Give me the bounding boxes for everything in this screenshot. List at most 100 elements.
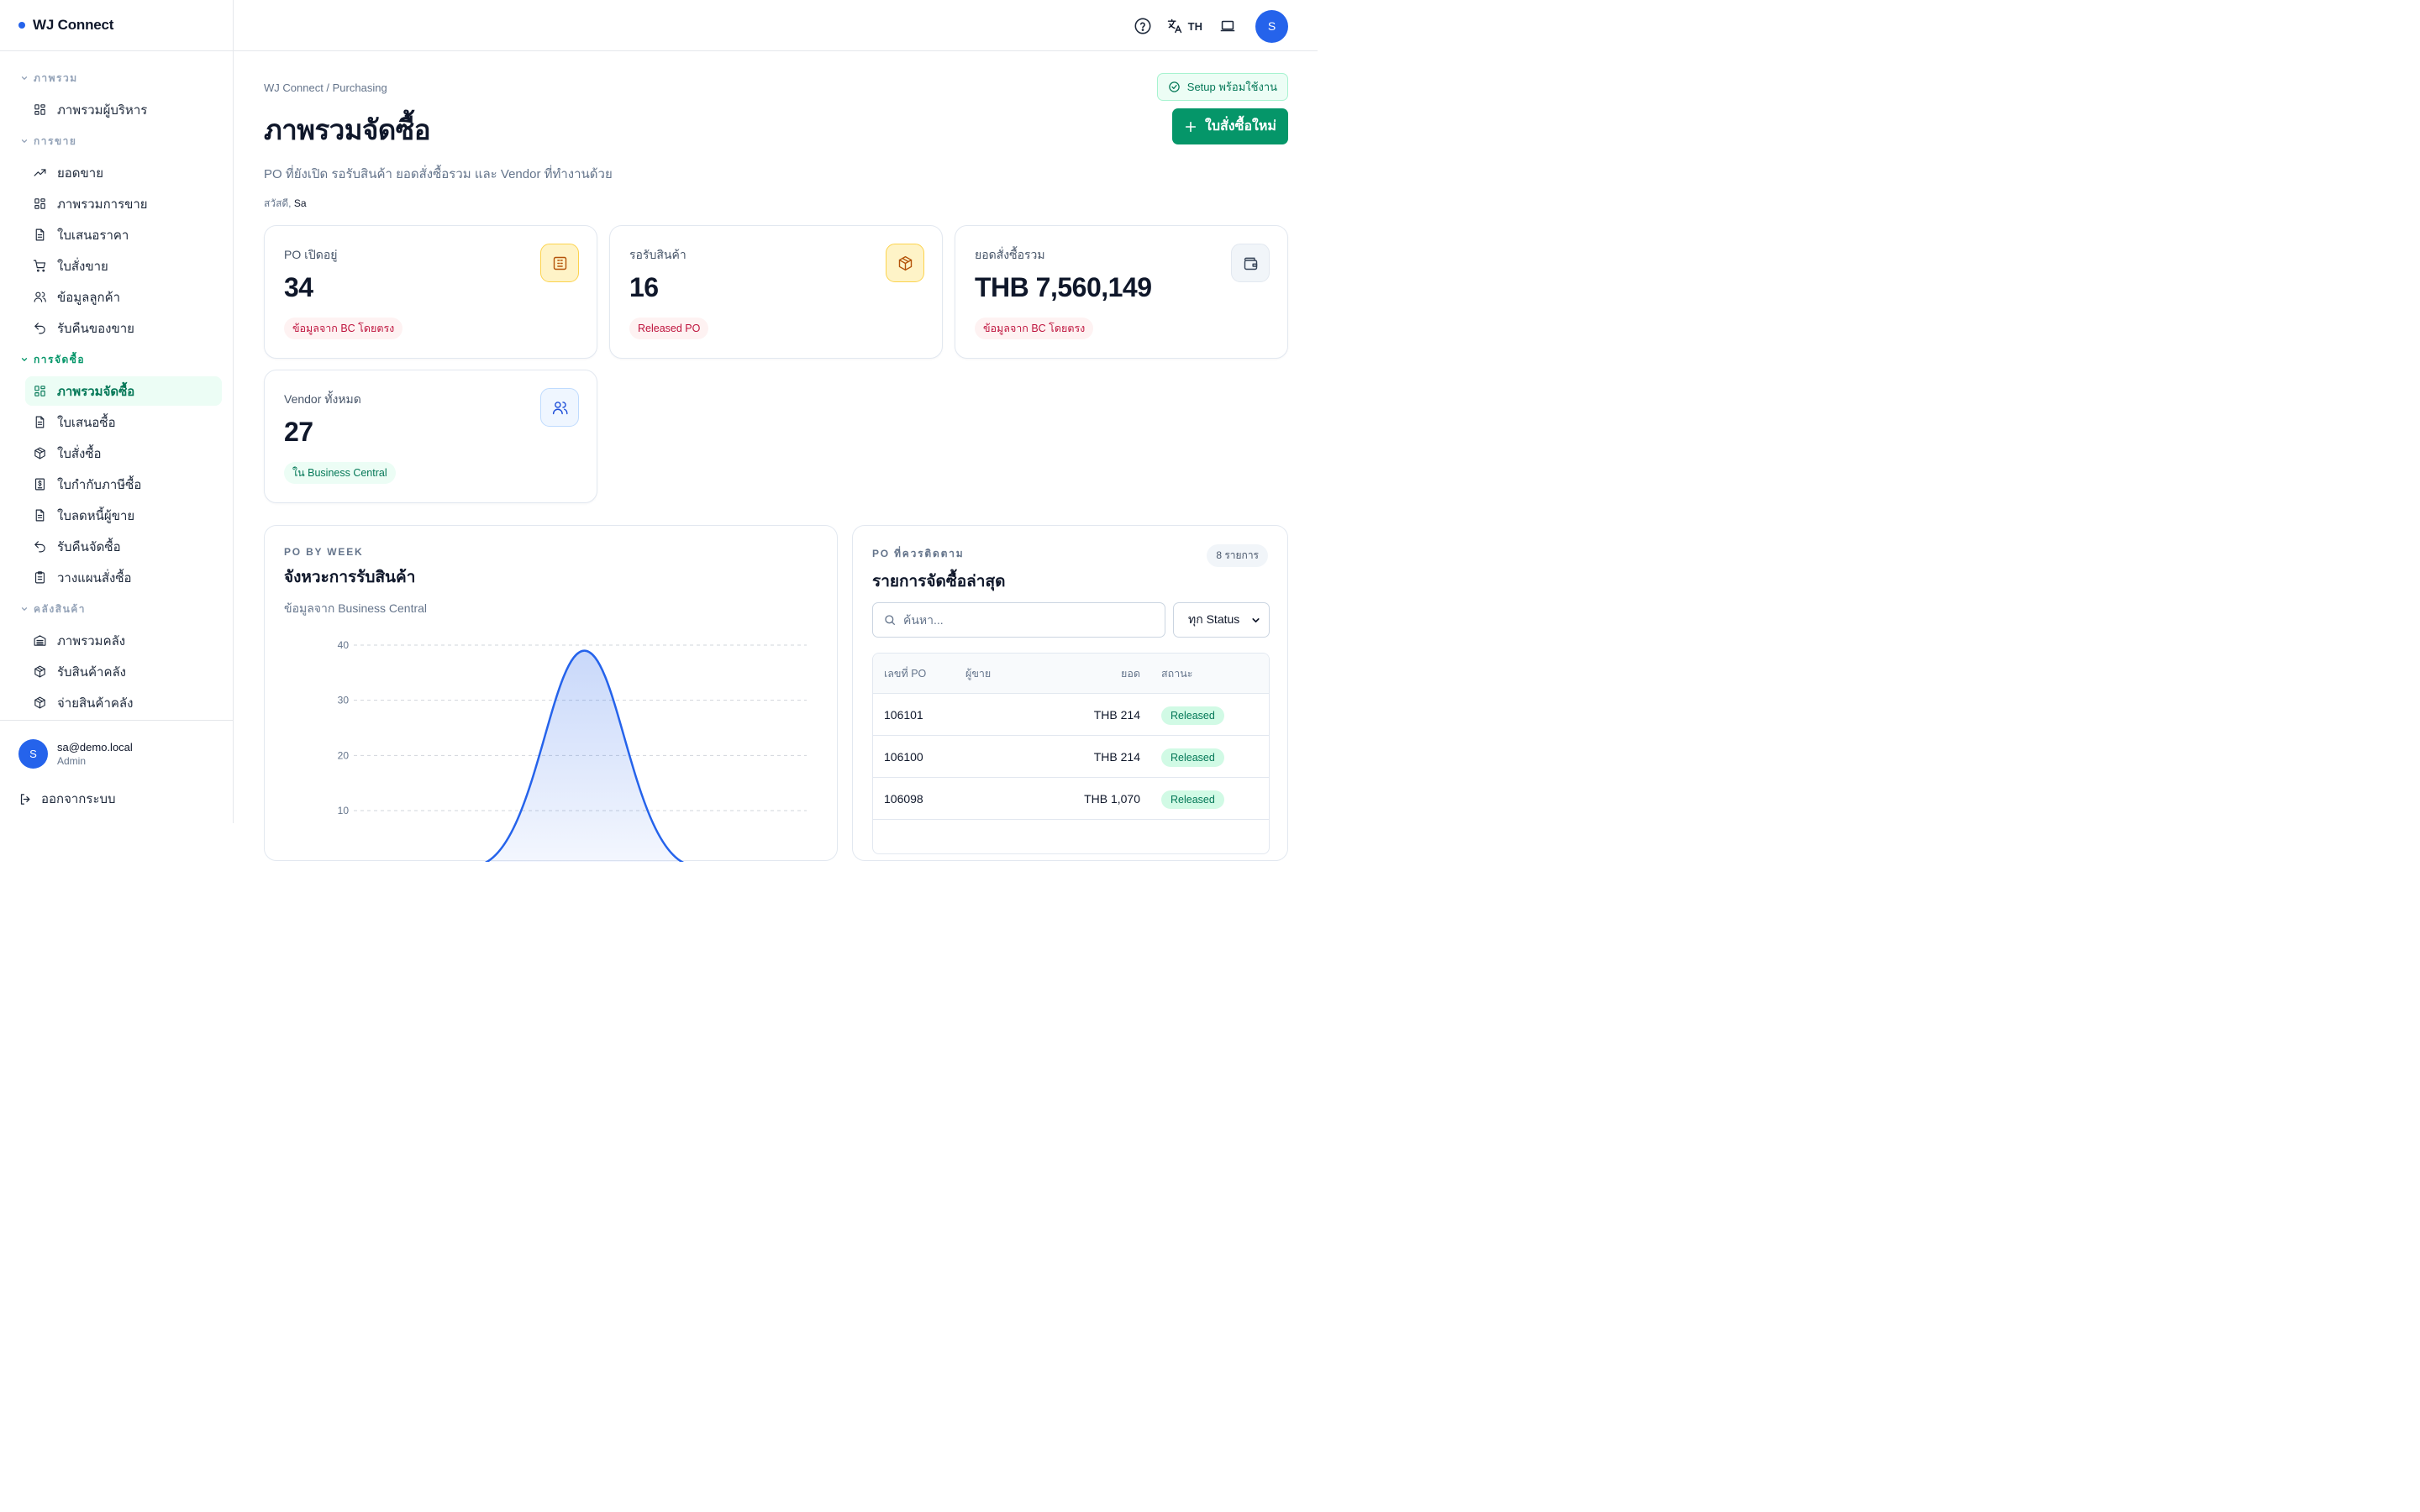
kpi-tag: ข้อมูลจาก BC โดยตรง — [975, 318, 1094, 339]
status-badge: Released — [1161, 748, 1224, 767]
sidebar-section-title: ภาพรวม — [34, 71, 78, 84]
sidebar-item[interactable]: วางแผนสั่งซื้อ — [25, 563, 222, 592]
po-amount: THB 214 — [1093, 707, 1140, 722]
logout-button[interactable]: ออกจากระบบ — [0, 769, 233, 809]
kpi-card[interactable]: รอรับสินค้า 16 Released PO — [609, 225, 943, 359]
table-row[interactable]: 106098 THB 1,070 Released — [873, 778, 1269, 820]
sidebar-item-label: ภาพรวมจัดซื้อ — [57, 384, 135, 399]
po-amount: THB 214 — [1093, 749, 1140, 764]
kpi-value: THB 7,560,149 — [975, 272, 1152, 302]
sidebar-item[interactable]: ใบสั่งซื้อ — [25, 438, 222, 468]
po-amount: THB 1,070 — [1084, 791, 1140, 806]
col-amount[interactable]: ยอด — [1121, 667, 1140, 680]
col-vendor[interactable]: ผู้ขาย — [965, 667, 992, 680]
kpi-card[interactable]: Vendor ทั้งหมด 27 ใน Business Central — [264, 370, 597, 503]
sidebar-item[interactable]: ใบสั่งขาย — [25, 251, 222, 281]
sidebar-section-header[interactable]: การขาย — [0, 131, 233, 151]
kpi-icon-box — [1231, 244, 1270, 282]
help-button[interactable] — [1126, 9, 1160, 43]
kpi-card[interactable]: PO เปิดอยู่ 34 ข้อมูลจาก BC โดยตรง — [264, 225, 597, 359]
area-fill — [486, 650, 683, 862]
kpi-label: PO เปิดอยู่ — [284, 248, 338, 261]
sidebar-item[interactable]: ภาพรวมผู้บริหาร — [25, 95, 222, 124]
kpi-icon-box — [540, 244, 579, 282]
sidebar-item[interactable]: ภาพรวมการขาย — [25, 189, 222, 218]
chart-title: จังหวะการรับสินค้า — [284, 569, 416, 586]
language-switcher[interactable]: TH — [1166, 18, 1202, 34]
warehouse-icon — [34, 635, 46, 646]
wallet-icon — [1244, 257, 1257, 270]
sidebar-item-label: ภาพรวมการขาย — [57, 197, 148, 212]
recent-po-panel: PO ที่ควรติดตาม รายการจัดซื้อล่าสุด 8 รา… — [852, 525, 1288, 861]
sidebar-item[interactable]: ข้อมูลลูกค้า — [25, 282, 222, 312]
search-box[interactable] — [872, 602, 1165, 638]
search-input[interactable] — [903, 613, 1155, 627]
kpi-tag: ใน Business Central — [284, 462, 396, 484]
col-status[interactable]: สถานะ — [1161, 667, 1193, 680]
chart-subtitle: ข้อมูลจาก Business Central — [284, 601, 428, 615]
help-icon — [1134, 18, 1151, 34]
sidebar-item[interactable]: ใบเสนอซื้อ — [25, 407, 222, 437]
sidebar-item[interactable]: ใบกำกับภาษีซื้อ — [25, 470, 222, 499]
logout-label: ออกจากระบบ — [41, 792, 116, 806]
po-number: 106101 — [884, 707, 923, 722]
clipboard-icon — [34, 571, 45, 584]
new-po-button[interactable]: ใบสั่งซื้อใหม่ — [1172, 108, 1288, 144]
sidebar-item[interactable]: รับคืนจัดซื้อ — [25, 532, 222, 561]
app-root: WJ Connect ภาพรวมภาพรวมผู้บริหารการขายยอ… — [0, 0, 1318, 862]
sidebar: WJ Connect ภาพรวมภาพรวมผู้บริหารการขายยอ… — [0, 0, 234, 823]
user-profile[interactable]: S sa@demo.local Admin — [0, 721, 233, 769]
sidebar-item-label: วางแผนสั่งซื้อ — [57, 570, 132, 585]
brand[interactable]: WJ Connect — [0, 0, 233, 51]
sidebar-item-label: ใบกำกับภาษีซื้อ — [57, 477, 142, 492]
package-icon — [34, 696, 45, 709]
page-title: ภาพรวมจัดซื้อ — [264, 114, 431, 145]
device-button[interactable] — [1211, 9, 1244, 43]
greeting-prefix: สวัสดี, — [264, 197, 292, 209]
plus-icon — [1185, 121, 1197, 132]
sidebar-item-label: รับคืนของขาย — [57, 321, 134, 336]
setup-badge-label: Setup พร้อมใช้งาน — [1186, 81, 1277, 93]
chevron-down-icon — [1252, 617, 1260, 622]
document-icon — [35, 228, 45, 241]
sidebar-item[interactable]: ภาพรวมจัดซื้อ — [25, 376, 222, 406]
sidebar-item[interactable]: ใบลดหนี้ผู้ขาย — [25, 501, 222, 530]
sidebar-section-header[interactable]: คลังสินค้า — [0, 599, 233, 619]
sidebar-item[interactable]: รับสินค้าคลัง — [25, 657, 222, 686]
user-box: S sa@demo.local Admin ออกจากระบบ — [0, 720, 233, 823]
sidebar-item[interactable]: ยอดขาย — [25, 158, 222, 187]
kpi-tag: Released PO — [629, 318, 709, 339]
kpi-value: 16 — [629, 272, 659, 302]
sidebar-section-header[interactable]: ภาพรวม — [0, 68, 233, 88]
sidebar-item-label: ใบสั่งซื้อ — [57, 446, 102, 461]
kpi-card[interactable]: ยอดสั่งซื้อรวม THB 7,560,149 ข้อมูลจาก BC … — [955, 225, 1288, 359]
kpi-label: ยอดสั่งซื้อรวม — [975, 248, 1045, 261]
status-filter-select[interactable]: ทุก Status — [1173, 602, 1270, 638]
sidebar-item[interactable]: รับคืนของขาย — [25, 313, 222, 343]
sidebar-section-header[interactable]: การจัดซื้อ — [0, 349, 233, 370]
y-tick-label: 30 — [338, 695, 350, 706]
col-po-number[interactable]: เลขที่ PO — [884, 667, 927, 680]
table-row[interactable]: 106101 THB 214 Released — [873, 694, 1269, 736]
sidebar-section: คลังสินค้าภาพรวมคลังรับสินค้าคลังจ่ายสิน… — [0, 599, 233, 717]
sidebar-item-label: ใบเสนอราคา — [57, 228, 129, 243]
logout-icon — [20, 793, 30, 805]
greeting: สวัสดี, Sa — [264, 196, 1288, 212]
return-icon — [34, 541, 45, 553]
y-tick-label: 40 — [338, 639, 350, 651]
sidebar-section: ภาพรวมภาพรวมผู้บริหาร — [0, 68, 233, 124]
sidebar-item-label: รับสินค้าคลัง — [57, 664, 126, 680]
sidebar-item[interactable]: ภาพรวมคลัง — [25, 626, 222, 655]
sidebar-item-label: จ่ายสินค้าคลัง — [57, 696, 134, 711]
kpi-value: 34 — [284, 272, 313, 302]
kpi-label: รอรับสินค้า — [629, 248, 687, 261]
package-icon — [34, 665, 45, 678]
po-by-week-panel: PO BY WEEK จังหวะการรับสินค้า ข้อมูลจาก … — [264, 525, 838, 862]
user-email: sa@demo.local — [57, 741, 133, 753]
sidebar-item[interactable]: จ่ายสินค้าคลัง — [25, 688, 222, 717]
kpi-value: 27 — [284, 417, 313, 447]
table-row[interactable]: 106100 THB 214 Released — [873, 736, 1269, 778]
sidebar-item[interactable]: ใบเสนอราคา — [25, 220, 222, 249]
user-avatar-button[interactable]: S — [1255, 9, 1288, 43]
po-by-week-chart: 10 20 30 40 — [338, 639, 807, 862]
